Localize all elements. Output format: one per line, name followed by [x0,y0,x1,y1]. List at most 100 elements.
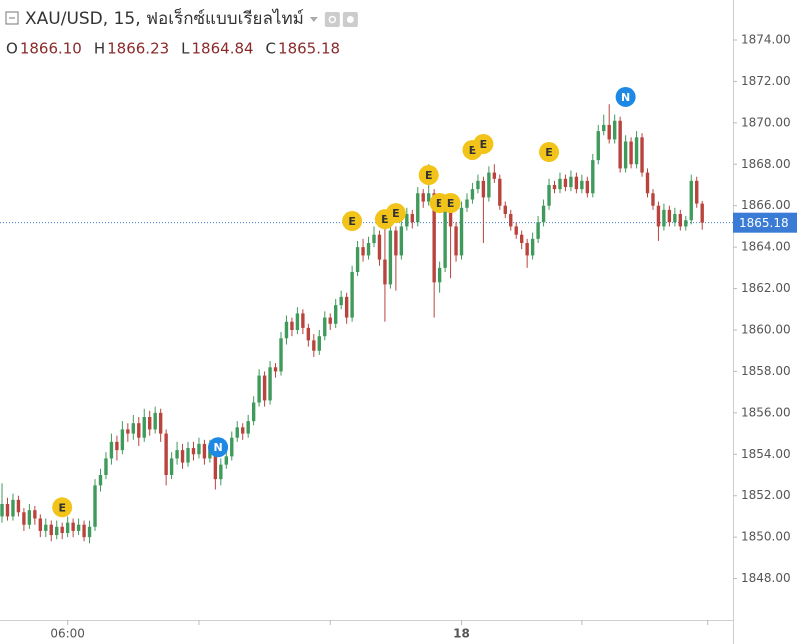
candle-body [547,184,551,206]
candle-body [120,429,125,451]
event-marker[interactable] [342,211,363,232]
candle-body [137,423,141,438]
candle-body [448,209,453,227]
dropdown-icon[interactable] [309,17,318,22]
candle-body [426,193,431,202]
candle-body [421,193,425,202]
candle-body [667,209,672,223]
candle-body [629,141,633,165]
candle-body [290,321,294,330]
candle-body [202,443,207,459]
candle-body [5,503,10,517]
candle-body [131,423,136,434]
y-tick-label: 1852.00 [741,488,791,502]
candle-body [0,503,4,517]
event-label: E [425,169,433,182]
event-marker[interactable] [52,497,73,518]
candle-body [279,338,283,372]
candle-body [530,238,535,256]
plot-area: ENE E EEE EE EEN [0,86,733,544]
visibility-icon [328,15,337,24]
candle-body [678,213,683,227]
event-label: N [621,91,630,104]
candle-body [153,412,157,430]
ohlc-value: 1864.84 [192,40,254,58]
y-tick-label: 1850.00 [741,530,791,544]
candle-body [197,443,201,455]
event-marker[interactable] [473,133,494,154]
candle-body [443,209,447,268]
candle-body [394,230,398,256]
event-label: N [213,441,222,454]
candle-body [487,172,491,198]
candle-body [437,267,442,283]
event-marker[interactable] [440,193,461,214]
candle-body [312,340,316,351]
candle-body [662,209,666,227]
candle-body [689,180,693,221]
event-marker[interactable] [615,86,636,107]
candle-body [323,317,327,337]
candle-body [405,213,409,227]
candle-body [673,213,677,223]
candle-body [344,296,349,318]
candle-body [16,499,21,513]
candle-body [503,205,507,214]
candle-body [350,271,354,318]
event-label: E [469,144,477,157]
candle-body [432,193,436,283]
x-tick-label: 06:00 [50,627,85,641]
ohlc-label: L [181,40,190,58]
event-label: E [545,146,553,159]
candle-body [459,207,464,256]
settings-icon [346,16,354,23]
candle-body [585,180,590,194]
event-marker[interactable] [385,203,406,224]
last-price-label: 1865.18 [739,216,789,230]
candle-body [700,203,704,223]
candle-body [65,522,70,533]
candle-body [640,137,644,173]
candle-body [82,524,86,538]
y-tick-label: 1854.00 [741,447,791,461]
candle-body [257,375,261,403]
visibility-button[interactable] [324,12,340,27]
collapse-icon[interactable] [5,11,19,25]
candle-body [476,180,480,190]
candle-body [645,172,650,194]
candle-body [317,336,321,351]
candle-body [98,474,103,486]
event-marker[interactable] [418,165,439,186]
candle-body [684,220,688,227]
candle-body [328,317,332,324]
y-tick-label: 1870.00 [741,115,791,129]
ohlc-label: C [266,40,276,58]
candle-body [334,305,338,324]
ohlc-label: O [6,40,18,58]
candle-body [498,178,502,206]
candle-body [76,524,81,531]
candle-body [612,120,617,140]
candle-body [33,510,37,519]
y-tick-label: 1872.00 [741,74,791,88]
candle-body [175,450,179,459]
last-price-box [733,212,797,233]
header: XAU/USD, 15, ฟอเร็กซ์แบบเรียลไทม์ O 1866.… [5,7,358,58]
y-tick-label: 1862.00 [741,281,791,295]
candle-body [623,141,628,169]
candle-body [519,234,524,243]
candle-body [465,199,469,208]
candle-body [552,184,557,190]
event-marker[interactable] [539,142,560,163]
candle-body [213,445,218,480]
candle-body [339,296,343,306]
candle-body [115,441,119,451]
candle-body [372,234,376,243]
ohlc-label: H [94,40,105,58]
candle-body [180,450,185,463]
candle-body [93,485,97,527]
candle-body [230,437,234,457]
event-marker[interactable] [208,437,229,458]
